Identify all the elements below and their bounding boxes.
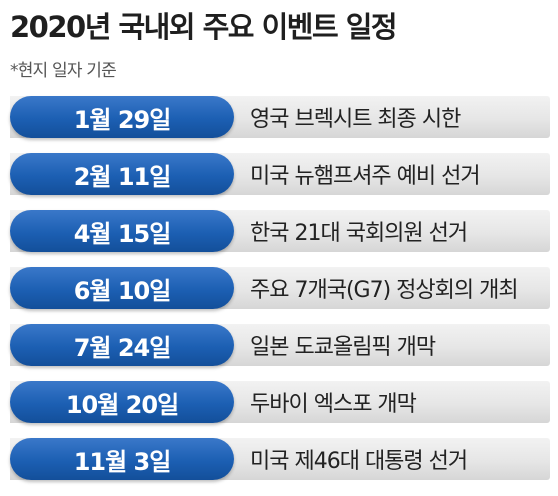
page-title: 2020년 국내외 주요 이벤트 일정 xyxy=(10,10,398,44)
event-row: 2월 11일 미국 뉴햄프셔주 예비 선거 xyxy=(10,153,550,195)
event-row: 1월 29일 영국 브렉시트 최종 시한 xyxy=(10,96,550,138)
event-name: 영국 브렉시트 최종 시한 xyxy=(250,107,461,132)
date-basis-note: *현지 일자 기준 xyxy=(10,61,117,81)
event-name: 일본 도쿄올림픽 개막 xyxy=(250,335,436,360)
event-schedule-list: 1월 29일 영국 브렉시트 최종 시한 2월 11일 미국 뉴햄프셔주 예비 … xyxy=(10,96,550,495)
event-row: 4월 15일 한국 21대 국회의원 선거 xyxy=(10,210,550,252)
event-date: 2월 11일 xyxy=(10,153,234,195)
event-date: 1월 29일 xyxy=(10,96,234,138)
event-date: 4월 15일 xyxy=(10,210,234,252)
event-date: 6월 10일 xyxy=(10,267,234,309)
event-row: 6월 10일 주요 7개국(G7) 정상회의 개최 xyxy=(10,267,550,309)
event-row: 7월 24일 일본 도쿄올림픽 개막 xyxy=(10,324,550,366)
event-name: 한국 21대 국회의원 선거 xyxy=(250,221,468,246)
event-row: 10월 20일 두바이 엑스포 개막 xyxy=(10,381,550,423)
event-row: 11월 3일 미국 제46대 대통령 선거 xyxy=(10,438,550,480)
event-date: 7월 24일 xyxy=(10,324,234,366)
event-date: 10월 20일 xyxy=(10,381,234,423)
event-name: 미국 제46대 대통령 선거 xyxy=(250,449,468,474)
event-name: 미국 뉴햄프셔주 예비 선거 xyxy=(250,164,481,189)
event-name: 주요 7개국(G7) 정상회의 개최 xyxy=(250,278,519,303)
event-name: 두바이 엑스포 개막 xyxy=(250,392,417,417)
event-date: 11월 3일 xyxy=(10,438,234,480)
